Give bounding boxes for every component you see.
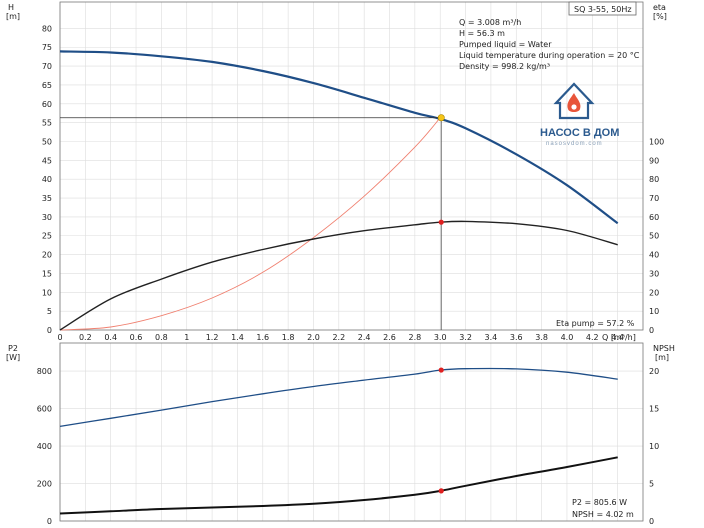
logo-text: НАСОС В ДОМ <box>540 127 619 139</box>
y-right-tick-label: 50 <box>649 232 659 241</box>
y-right-tick-label: 0 <box>649 326 654 335</box>
x-tick-label: 1.2 <box>206 333 219 342</box>
y-left-tick-label: 80 <box>42 24 52 33</box>
x-tick-label: 1.4 <box>231 333 244 342</box>
y-right-axis-label: eta <box>653 3 666 12</box>
y-left-tick-label: 65 <box>42 81 52 90</box>
x-tick-label: 3.0 <box>434 333 447 342</box>
y-left-tick-label: 15 <box>42 269 52 278</box>
p2-tick-label: 200 <box>37 480 52 489</box>
x-tick-label: 0.8 <box>155 333 168 342</box>
p2-annotation: P2 = 805.6 W <box>572 498 627 507</box>
x-tick-label: 1 <box>184 333 189 342</box>
npsh-axis-label: NPSH <box>653 344 675 353</box>
system-curve <box>59 117 441 331</box>
info-line-q: Q = 3.008 m³/h <box>459 18 521 27</box>
x-tick-label: 1.8 <box>282 333 295 342</box>
eta-pump-annotation: Eta pump = 57.2 % <box>556 319 635 328</box>
npsh-tick-label: 10 <box>649 442 659 451</box>
y-right-tick-label: 80 <box>649 175 659 184</box>
y-left-tick-label: 5 <box>47 307 52 316</box>
x-tick-label: 2.6 <box>383 333 396 342</box>
npsh-annotation: NPSH = 4.02 m <box>572 510 634 519</box>
y-right-tick-label: 70 <box>649 194 659 203</box>
p2-axis-unit: [W] <box>6 353 20 362</box>
y-right-tick-label: 40 <box>649 251 659 260</box>
y-left-tick-label: 35 <box>42 194 52 203</box>
npsh-tick-label: 20 <box>649 367 659 376</box>
x-tick-label: 3.4 <box>485 333 498 342</box>
y-left-tick-label: 70 <box>42 62 52 71</box>
x-tick-label: 4.0 <box>561 333 574 342</box>
p2-curve <box>59 367 618 428</box>
house-icon <box>553 82 595 120</box>
x-tick-label: 0.4 <box>104 333 117 342</box>
npsh-marker <box>438 488 444 494</box>
y-left-tick-label: 25 <box>42 232 52 241</box>
x-tick-label: 2.2 <box>332 333 345 342</box>
x-tick-label: 4.2 <box>586 333 599 342</box>
model-label-box <box>568 1 637 16</box>
p2-tick-label: 800 <box>37 367 52 376</box>
p2-tick-label: 400 <box>37 442 52 451</box>
top-plot-frame <box>59 1 644 331</box>
y-left-tick-label: 45 <box>42 156 52 165</box>
p2-tick-label: 600 <box>37 405 52 414</box>
duty-point-marker <box>437 114 445 122</box>
x-tick-label: 4.4 <box>611 333 624 342</box>
y-right-tick-label: 100 <box>649 137 664 146</box>
npsh-tick-label: 15 <box>649 405 659 414</box>
flame-core-icon <box>571 104 577 110</box>
info-line-density: Density = 998.2 kg/m³ <box>459 62 550 71</box>
y-left-tick-label: 20 <box>42 251 52 260</box>
y-left-tick-label: 0 <box>47 326 52 335</box>
x-tick-label: 0.6 <box>130 333 143 342</box>
y-left-tick-label: 30 <box>42 213 52 222</box>
model-label: SQ 3-55, 50Hz <box>574 5 632 14</box>
y-right-tick-label: 20 <box>649 288 659 297</box>
y-left-tick-label: 50 <box>42 137 52 146</box>
info-line-h: H = 56.3 m <box>459 29 505 38</box>
x-tick-label: 3.2 <box>459 333 472 342</box>
y-right-tick-label: 60 <box>649 213 659 222</box>
y-right-tick-label: 30 <box>649 269 659 278</box>
y-right-tick-label: 10 <box>649 307 659 316</box>
y-left-tick-label: 55 <box>42 119 52 128</box>
brand-logo: НАСОС В ДОМ nasosvdom.com <box>540 82 619 147</box>
eta-marker <box>438 219 444 225</box>
eta-curve <box>59 220 618 331</box>
p2-tick-label: 0 <box>47 517 52 526</box>
npsh-tick-label: 0 <box>649 517 654 526</box>
duty-info: Q = 3.008 m³/h H = 56.3 m Pumped liquid … <box>459 18 640 71</box>
x-axis-label: Q [m³/h] <box>602 333 636 342</box>
y-left-tick-label: 60 <box>42 100 52 109</box>
x-tick-label: 2.0 <box>307 333 320 342</box>
y-left-tick-label: 75 <box>42 43 52 52</box>
x-tick-label: 2.4 <box>358 333 371 342</box>
info-line-liquid: Pumped liquid = Water <box>459 40 552 49</box>
x-tick-label: 3.6 <box>510 333 523 342</box>
y-left-axis-unit: [m] <box>6 12 20 21</box>
y-left-tick-label: 10 <box>42 288 52 297</box>
npsh-tick-label: 5 <box>649 480 654 489</box>
y-right-axis-unit: [%] <box>653 12 667 21</box>
flame-icon <box>567 93 581 112</box>
x-tick-label: 3.8 <box>535 333 548 342</box>
x-tick-label: 0 <box>57 333 62 342</box>
y-left-axis-label: H <box>8 3 14 12</box>
x-tick-label: 0.2 <box>79 333 92 342</box>
x-tick-label: 1.6 <box>256 333 269 342</box>
p2-axis-label: P2 <box>8 344 18 353</box>
y-left-tick-label: 40 <box>42 175 52 184</box>
logo-subtext: nasosvdom.com <box>546 141 603 147</box>
head-curve <box>59 50 619 225</box>
info-line-temperature: Liquid temperature during operation = 20… <box>459 51 640 60</box>
p2-marker <box>438 367 444 373</box>
npsh-axis-unit: [m] <box>655 353 669 362</box>
npsh-curve <box>59 456 618 515</box>
x-tick-label: 2.8 <box>409 333 422 342</box>
bottom-plot-frame <box>59 342 644 522</box>
y-right-tick-label: 90 <box>649 156 659 165</box>
